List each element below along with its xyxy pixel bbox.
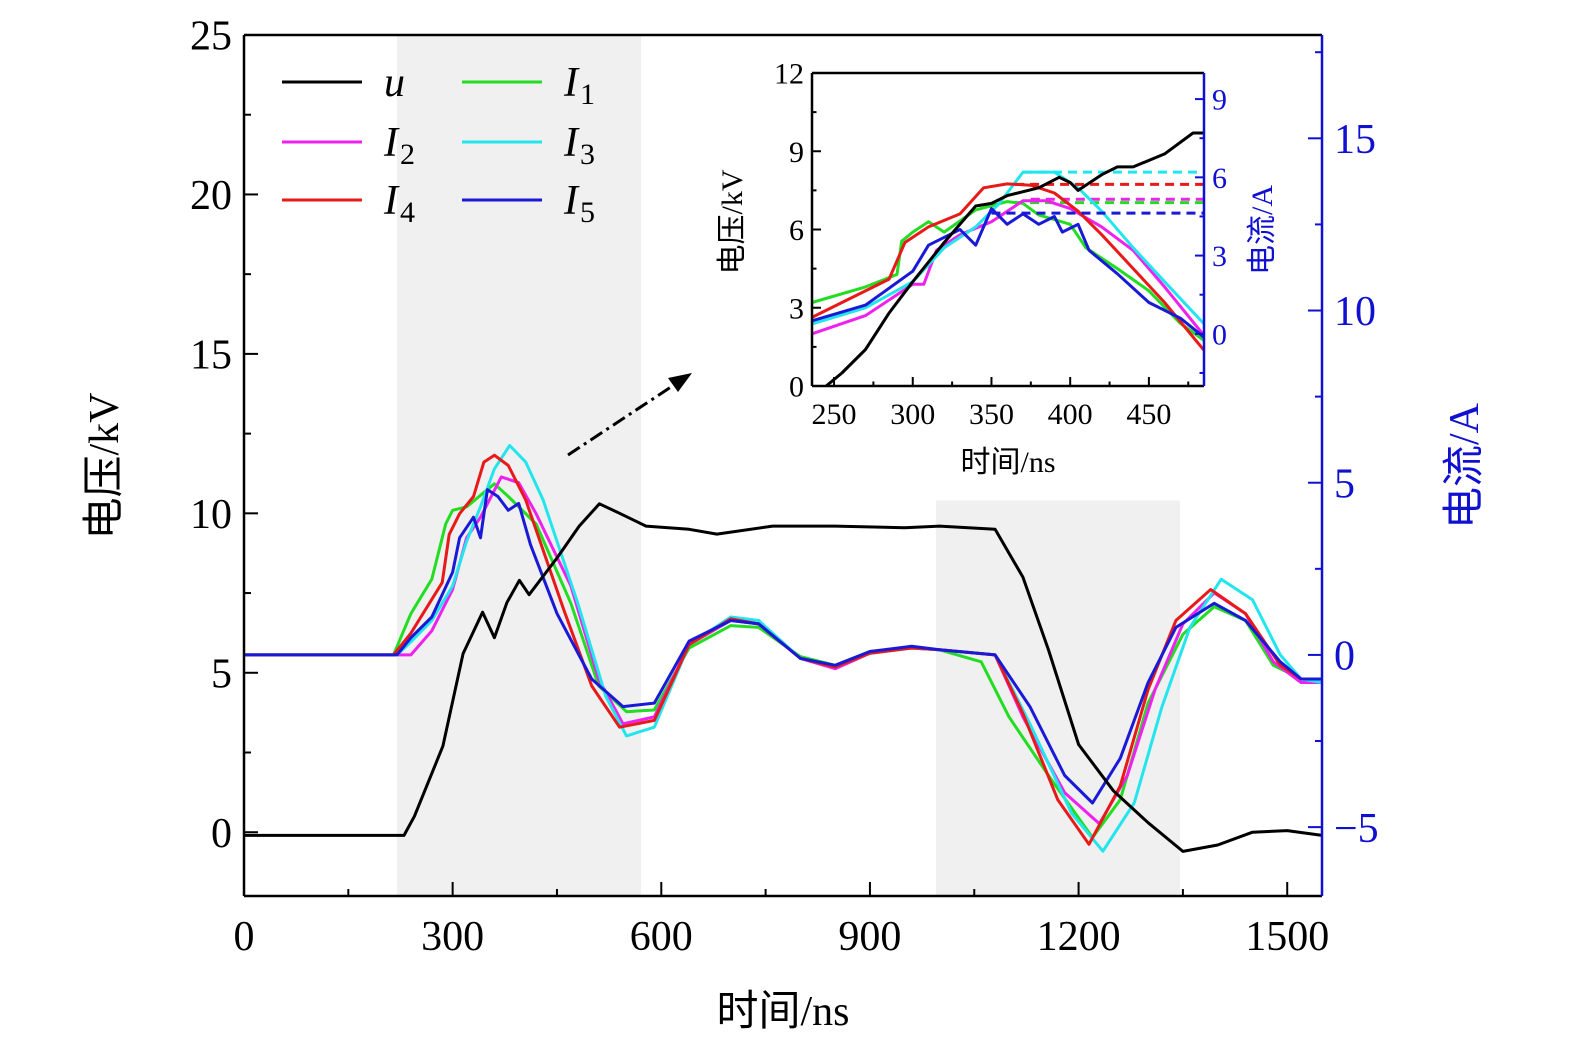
x-tick-label: 600 — [630, 914, 693, 960]
x-axis-label: 时间/ns — [716, 989, 849, 1035]
legend-label-I2: I2 — [383, 120, 415, 171]
y-tick-label-right: 15 — [1334, 117, 1376, 163]
series-line-I5 — [811, 207, 1205, 339]
x-tick-label: 300 — [890, 398, 935, 431]
legend-label-base: I — [563, 178, 580, 224]
legend-label-u: u — [384, 60, 405, 106]
y-tick-label-right: 0 — [1212, 318, 1227, 351]
y-tick-label-left: 20 — [190, 173, 232, 219]
legend-label-I1: I1 — [563, 60, 595, 111]
x-tick-label: 1500 — [1245, 914, 1329, 960]
legend-label-I4: I4 — [383, 178, 415, 229]
legend-label-subscript: 3 — [580, 138, 595, 171]
y-tick-label-right: 6 — [1212, 162, 1227, 195]
legend-item-I1: I1 — [462, 60, 595, 111]
series-line-I5 — [244, 488, 1322, 805]
y-tick-label-left: 3 — [789, 292, 804, 325]
y-axis-label-left: 电压/kV — [82, 392, 128, 539]
series-line-u — [244, 502, 1323, 853]
inset-y-axis-label-right: 电流/A — [1246, 185, 1279, 275]
legend-label-base: I — [383, 178, 400, 224]
legend-label-base: I — [563, 60, 580, 106]
shaded-region — [936, 500, 1181, 896]
y-tick-label-right: 10 — [1334, 289, 1376, 335]
x-tick-label: 300 — [421, 914, 484, 960]
y-tick-label-left: 25 — [190, 14, 232, 60]
shaded-region — [397, 35, 642, 896]
y-tick-label-right: 9 — [1212, 84, 1227, 117]
x-tick-label: 250 — [812, 398, 857, 431]
inset-x-axis-label: 时间/ns — [960, 446, 1055, 479]
x-tick-label: 400 — [1048, 398, 1093, 431]
legend-label-base: I — [383, 120, 400, 166]
inset-series-lines — [811, 131, 1206, 388]
legend-item-u: u — [282, 60, 405, 106]
legend-item-I5: I5 — [462, 178, 595, 229]
legend-label-subscript: 2 — [400, 138, 415, 171]
legend-label-base: u — [384, 60, 405, 106]
y-tick-label-left: 10 — [190, 492, 232, 538]
x-tick-label: 0 — [234, 914, 255, 960]
inset-y-axis-label-left: 电压/kV — [716, 169, 749, 274]
shaded-regions — [397, 35, 1181, 896]
legend-item-I2: I2 — [282, 120, 415, 171]
series-line-I2 — [811, 199, 1206, 337]
y-tick-label-left: 6 — [789, 214, 804, 247]
legend-label-subscript: 1 — [580, 78, 595, 111]
main-series-lines — [244, 444, 1323, 853]
x-tick-label: 450 — [1126, 398, 1171, 431]
y-tick-label-left: 15 — [190, 333, 232, 379]
series-line-I3 — [244, 444, 1323, 853]
y-tick-label-right: 0 — [1334, 634, 1355, 680]
y-tick-label-left: 12 — [774, 58, 804, 91]
legend-label-subscript: 4 — [400, 196, 415, 229]
y-axis-label-right: 电流/A — [1442, 402, 1488, 529]
series-line-u — [825, 131, 1204, 388]
x-tick-label: 350 — [969, 398, 1014, 431]
y-tick-label-left: 0 — [211, 811, 232, 857]
y-tick-label-left: 9 — [789, 136, 804, 169]
inset-chart: 250 300 350 400 450 0 3 6 9 12 0 3 6 9 时间/ns 电压/kV 电流… — [716, 58, 1279, 480]
x-tick-label: 1200 — [1037, 914, 1121, 960]
y-tick-label-right: 3 — [1212, 240, 1227, 273]
zoom-arrow — [567, 373, 692, 457]
y-tick-label-right: 5 — [1334, 461, 1355, 507]
y-tick-label-left: 5 — [211, 651, 232, 697]
legend-item-I3: I3 — [462, 120, 595, 171]
legend-label-subscript: 5 — [580, 196, 595, 229]
x-tick-label: 900 — [838, 914, 901, 960]
y-tick-label-right: −5 — [1334, 806, 1379, 852]
legend-item-I4: I4 — [282, 178, 415, 229]
legend-label-base: I — [563, 120, 580, 166]
legend-label-I3: I3 — [563, 120, 595, 171]
inset-axes: 250 300 350 400 450 0 3 6 9 12 0 3 6 9 — [774, 58, 1227, 432]
legend-label-I5: I5 — [563, 178, 595, 229]
y-tick-label-left: 0 — [789, 371, 804, 404]
